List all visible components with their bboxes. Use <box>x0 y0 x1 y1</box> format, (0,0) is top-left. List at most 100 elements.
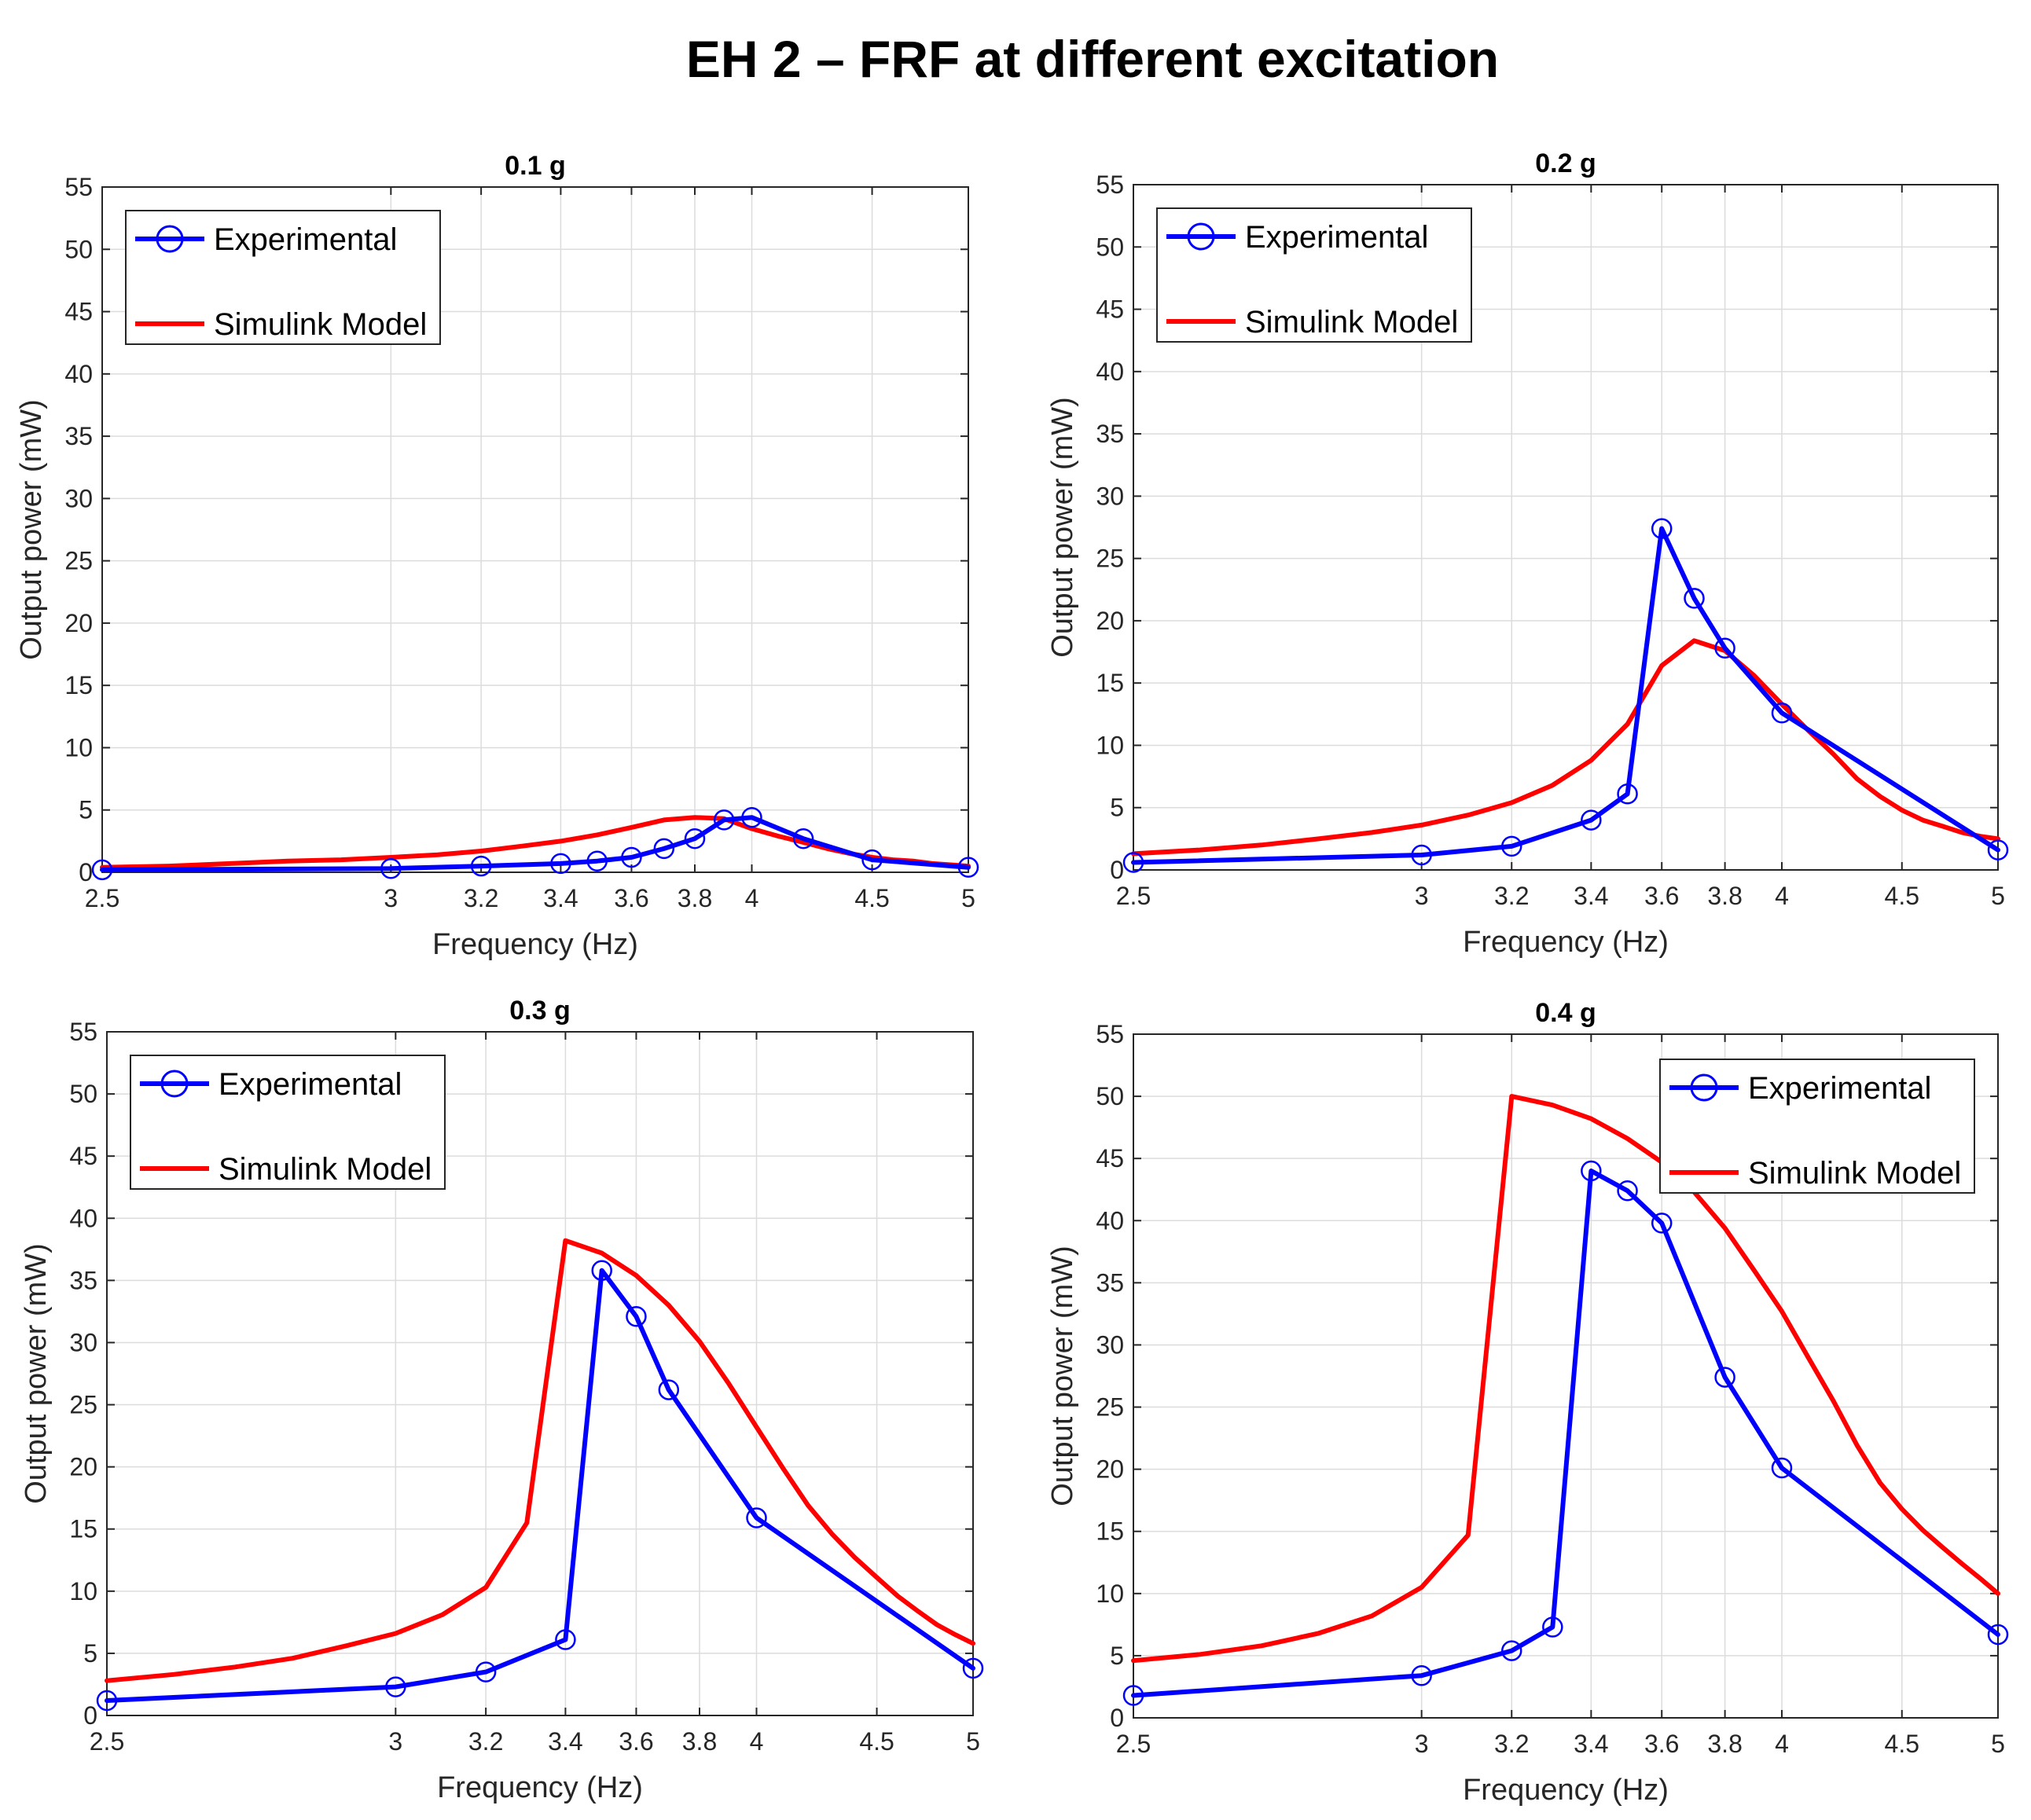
data-point-experimental <box>713 809 735 831</box>
data-point-experimental <box>1771 702 1793 724</box>
x-tick-label: 3.6 <box>1644 1730 1679 1758</box>
y-tick-label: 25 <box>1096 545 1124 573</box>
x-tick-label: 3.2 <box>1494 1730 1529 1758</box>
y-tick-label: 10 <box>1096 1580 1124 1608</box>
y-tick-label: 15 <box>1096 669 1124 697</box>
y-tick-label: 5 <box>1110 1642 1124 1670</box>
y-tick-label: 10 <box>64 733 93 761</box>
x-axis-label: Frequency (Hz) <box>432 928 638 961</box>
data-point-experimental <box>861 849 883 871</box>
subplot-1: 2.5 3 3.2 3.4 3.6 3.8 4 4.5 50510152025303540455… <box>15 151 979 961</box>
x-tick-label: 2.5 <box>85 884 119 912</box>
data-point-experimental <box>1122 852 1144 873</box>
x-tick-label: 3 <box>1415 1730 1429 1758</box>
data-point-experimental <box>1581 809 1602 831</box>
subplot-title: 0.2 g <box>1535 149 1596 178</box>
x-tick-label: 3.4 <box>1574 1730 1608 1758</box>
series-line-simulink-model <box>1131 638 2000 857</box>
x-tick-label: 3.4 <box>1574 882 1608 910</box>
data-point-experimental <box>1651 518 1673 539</box>
y-tick-label: 20 <box>1096 607 1124 635</box>
data-point-experimental <box>1581 1160 1602 1182</box>
series-line-experimental <box>105 1268 975 1703</box>
legend-label: Simulink Model <box>1748 1156 1961 1191</box>
data-point-experimental <box>96 1690 118 1712</box>
y-tick-label: 15 <box>1096 1517 1124 1546</box>
x-tick-label: 3.8 <box>682 1727 717 1756</box>
y-tick-label: 35 <box>64 422 93 450</box>
y-tick-label: 45 <box>1096 1144 1124 1172</box>
x-tick-label: 3 <box>384 884 398 912</box>
data-point-experimental <box>1501 1640 1522 1661</box>
x-tick-label: 3.4 <box>543 884 578 912</box>
y-tick-label: 30 <box>64 484 93 512</box>
x-tick-label: 5 <box>961 884 975 912</box>
y-tick-label: 30 <box>1096 482 1124 510</box>
x-tick-label: 3.8 <box>1707 882 1742 910</box>
x-tick-label: 2.5 <box>1116 1730 1151 1758</box>
y-tick-label: 50 <box>1096 1082 1124 1110</box>
x-tick-label: 4.5 <box>854 884 889 912</box>
y-tick-label: 25 <box>64 547 93 575</box>
legend-label: Experimental <box>219 1067 402 1102</box>
y-tick-label: 5 <box>1110 794 1124 822</box>
y-tick-label: 30 <box>1096 1330 1124 1359</box>
y-tick-label: 45 <box>1096 295 1124 324</box>
plot-frame <box>1133 184 1999 871</box>
y-tick-label: 15 <box>69 1515 97 1543</box>
y-tick-label: 10 <box>1096 731 1124 759</box>
legend-label: Simulink Model <box>214 307 427 342</box>
series-line-simulink-model <box>1131 1094 2000 1664</box>
y-tick-label: 50 <box>64 235 93 263</box>
y-tick-label: 0 <box>1110 856 1124 884</box>
x-tick-label: 2.5 <box>1116 882 1151 910</box>
x-axis-label: Frequency (Hz) <box>1463 926 1669 959</box>
x-tick-label: 3.6 <box>614 884 648 912</box>
data-point-experimental <box>380 857 402 879</box>
data-point-experimental <box>957 857 979 878</box>
y-axis-label: Output power (mW) <box>20 1243 53 1504</box>
figure-title: EH 2 – FRF at different excitation <box>686 30 1499 88</box>
y-tick-label: 20 <box>69 1453 97 1481</box>
y-axis-label: Output power (mW) <box>1046 397 1079 658</box>
data-point-experimental <box>1617 783 1638 805</box>
plot-frame <box>106 1031 974 1716</box>
data-point-experimental <box>658 1379 680 1400</box>
legend-label: Simulink Model <box>219 1152 432 1187</box>
x-tick-label: 4 <box>750 1727 764 1756</box>
series-line-experimental <box>1131 526 2000 865</box>
data-point-experimental <box>1684 588 1705 609</box>
data-point-experimental <box>91 859 113 881</box>
series-line-simulink-model <box>105 1238 975 1683</box>
x-tick-label: 3.8 <box>1707 1730 1742 1758</box>
legend-marker-experimental <box>156 225 184 253</box>
data-point-experimental <box>555 1629 576 1650</box>
x-axis-label: Frequency (Hz) <box>1463 1774 1669 1807</box>
y-tick-label: 50 <box>1096 233 1124 261</box>
x-axis-label: Frequency (Hz) <box>437 1771 643 1804</box>
data-point-experimental <box>962 1657 984 1679</box>
y-axis-label: Output power (mW) <box>1046 1246 1079 1506</box>
data-point-experimental <box>1411 1664 1432 1686</box>
y-tick-label: 0 <box>83 1701 97 1730</box>
x-tick-label: 4 <box>1775 882 1789 910</box>
subplot-4: 2.5 3 3.2 3.4 3.6 3.8 4 4.5 50510152025303540455… <box>1046 998 2009 1807</box>
x-tick-label: 4 <box>745 884 759 912</box>
data-point-experimental <box>746 1507 767 1528</box>
legend: Experimental Simulink Model <box>125 210 441 345</box>
y-tick-label: 25 <box>69 1391 97 1419</box>
x-tick-label: 3.2 <box>468 1727 503 1756</box>
x-tick-label: 4 <box>1775 1730 1789 1758</box>
data-point-experimental <box>586 850 608 871</box>
y-tick-label: 55 <box>64 173 93 201</box>
legend-label: Experimental <box>1245 220 1428 255</box>
y-tick-label: 55 <box>69 1018 97 1046</box>
y-tick-label: 40 <box>69 1204 97 1232</box>
subplot-grid: 2.5 3 3.2 3.4 3.6 3.8 4 4.5 50510152025303540455… <box>15 149 2009 1807</box>
data-point-experimental <box>626 1305 647 1327</box>
data-point-experimental <box>741 806 762 828</box>
subplot-3: 2.5 3 3.2 3.4 3.6 3.8 4 4.5 50510152025303540455… <box>20 996 984 1804</box>
data-point-experimental <box>1542 1616 1563 1638</box>
y-tick-label: 45 <box>69 1142 97 1170</box>
y-tick-label: 30 <box>69 1328 97 1356</box>
